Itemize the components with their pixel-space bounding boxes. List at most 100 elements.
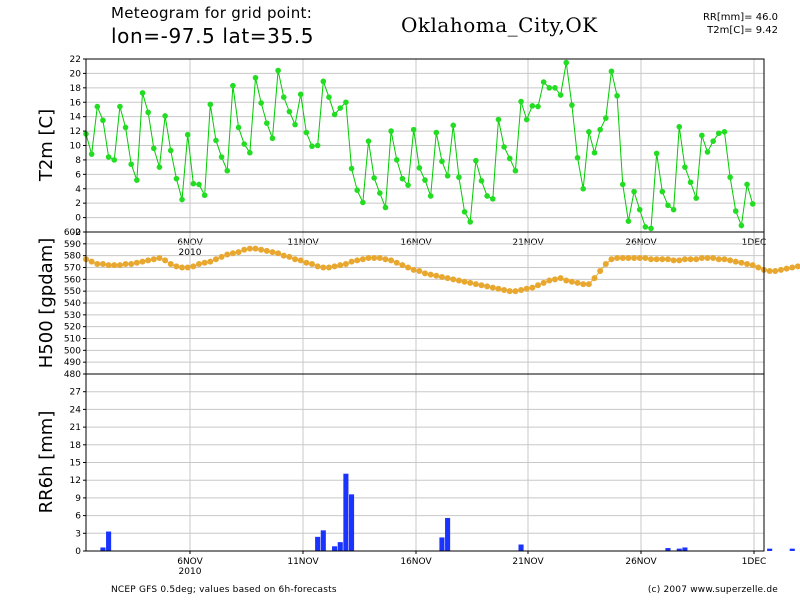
y-tick-label: 550 — [64, 287, 81, 297]
temperature-point — [727, 174, 733, 181]
temperature-point — [518, 98, 524, 105]
temperature-point — [687, 179, 694, 186]
precip-bar — [315, 536, 321, 551]
temperature-point — [591, 149, 598, 156]
geopotential-point — [495, 285, 502, 292]
temperature-point — [416, 165, 423, 171]
geopotential-point — [348, 258, 355, 265]
geopotential-point — [139, 258, 146, 265]
temperature-point — [94, 103, 101, 110]
temperature-point — [608, 68, 615, 75]
temperature-point — [179, 196, 185, 203]
precip-bar — [337, 542, 343, 551]
temperature-point — [642, 224, 649, 230]
geopotential-point — [648, 256, 654, 263]
temperature-point — [405, 182, 411, 188]
temperature-point — [721, 129, 728, 135]
geopotential-point — [354, 257, 361, 264]
temperature-point — [280, 94, 287, 101]
precip-bar — [665, 548, 671, 551]
temperature-point — [207, 101, 214, 108]
y-tick-label: 10 — [70, 142, 82, 152]
geopotential-point — [263, 247, 270, 254]
temperature-point — [314, 142, 321, 149]
geopotential-point — [461, 278, 468, 285]
temperature-point — [439, 158, 445, 165]
geopotential-point — [269, 249, 276, 256]
geopotential-point — [201, 259, 208, 266]
temperature-point — [258, 100, 264, 106]
y-tick-label: 20 — [70, 69, 82, 79]
temperature-point — [749, 201, 756, 207]
geopotential-point — [156, 255, 163, 262]
geopotential-point — [777, 266, 784, 273]
precip-bar — [445, 517, 451, 551]
geopotential-point — [546, 277, 553, 284]
geopotential-point — [591, 275, 598, 282]
geopotential-point — [523, 285, 530, 292]
temperature-point — [444, 172, 451, 179]
temperature-point — [732, 208, 739, 214]
geopotential-point — [580, 281, 587, 288]
temperature-point — [377, 190, 383, 196]
geopotential-point — [224, 251, 231, 258]
geopotential-point — [659, 256, 666, 263]
geopotential-point — [597, 268, 604, 275]
geopotential-point — [246, 245, 253, 252]
geopotential-point — [636, 255, 643, 262]
temperature-point — [382, 204, 389, 211]
geopotential-point — [241, 246, 248, 253]
temperature-point — [134, 177, 140, 183]
title-line-1: Meteogram for grid point: — [111, 4, 313, 22]
temperature-point — [264, 120, 270, 126]
geopotential-point — [88, 258, 95, 265]
geopotential-point — [766, 268, 773, 275]
y-tick-label: 520 — [64, 323, 81, 333]
geopotential-point — [721, 256, 728, 263]
geopotential-point — [399, 262, 406, 269]
temperature-point — [580, 185, 586, 192]
temperature-point — [371, 175, 377, 181]
stat-temp-mean: T2m[C]= 9.42 — [707, 25, 778, 36]
precip-bar — [682, 547, 688, 551]
temperature-point — [410, 126, 417, 133]
temperature-point — [247, 149, 253, 156]
temperature-point — [586, 129, 592, 135]
geopotential-point — [738, 259, 745, 266]
geopotential-point — [535, 282, 541, 289]
geopotential-point — [585, 281, 592, 288]
temperature-point — [88, 151, 95, 157]
temperature-point — [184, 131, 191, 138]
temperature-point — [693, 195, 699, 201]
temperature-point — [569, 102, 575, 108]
precip-bar — [100, 547, 106, 551]
date-tick-label: 21NOV — [512, 557, 544, 567]
date-tick-label: 11NOV — [287, 557, 319, 567]
geopotential-point — [489, 284, 496, 291]
temperature-point — [574, 154, 581, 161]
geopotential-point — [744, 260, 751, 267]
geopotential-point — [472, 281, 479, 288]
geopotential-point — [342, 260, 349, 267]
geopotential-point — [557, 275, 564, 282]
temperature-point — [354, 187, 361, 193]
temperature-point — [461, 209, 468, 215]
geopotential-point — [229, 250, 236, 257]
geopotential-point — [602, 260, 609, 267]
temperature-point — [156, 164, 163, 170]
geopotential-point — [133, 259, 140, 266]
geopotential-point — [162, 257, 169, 264]
temperature-point — [557, 92, 564, 98]
y-tick-label: 22 — [70, 55, 81, 65]
temperature-point — [433, 129, 440, 136]
temperature-point — [495, 116, 502, 123]
geopotential-point — [184, 264, 191, 271]
temperature-point — [286, 108, 293, 115]
geopotential-point — [309, 260, 315, 267]
geopotential-point — [320, 264, 327, 271]
temperature-point — [597, 126, 603, 133]
temperature-point — [331, 111, 338, 118]
geopotential-point — [642, 255, 649, 262]
y-tick-label: 580 — [64, 252, 81, 262]
